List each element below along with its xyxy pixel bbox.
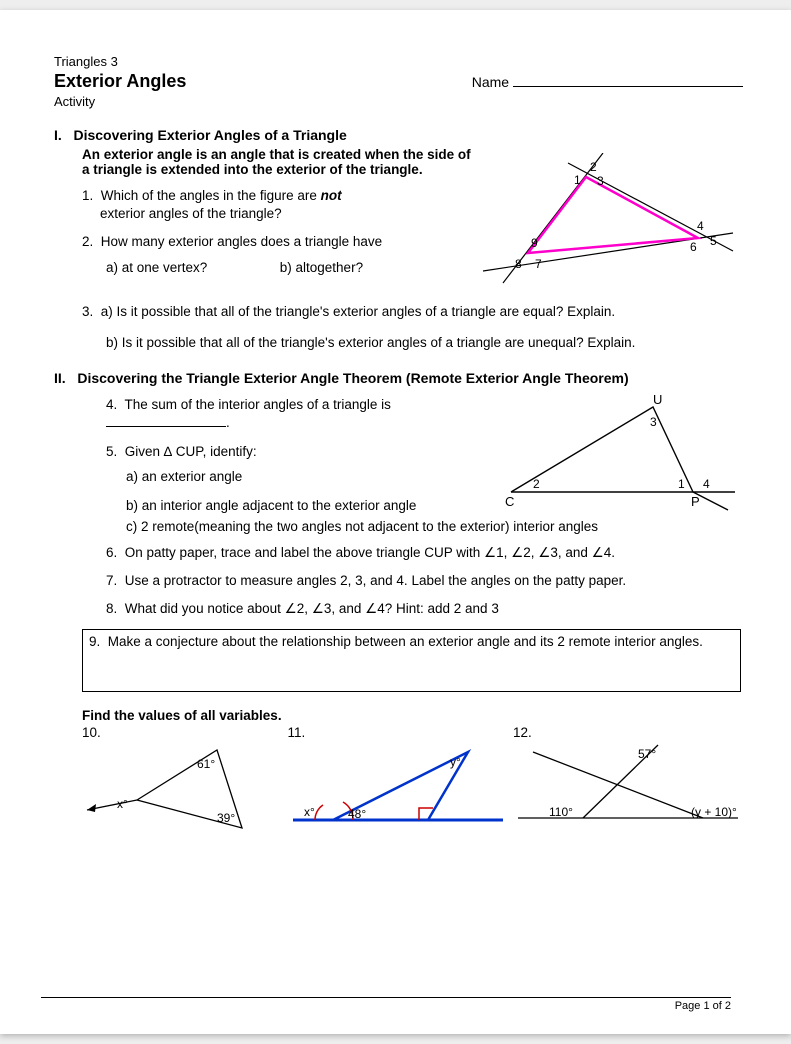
p11-num: 11.	[288, 725, 508, 740]
p10-figure: 61° 39° x°	[82, 740, 282, 835]
cup-triangle-figure: U C P 3 2 1 4	[503, 392, 743, 512]
q5-num: 5.	[106, 444, 117, 459]
section1-title: Discovering Exterior Angles of a Triangl…	[73, 127, 346, 143]
title-row: Exterior Angles Name	[54, 71, 743, 92]
question-5: 5. Given ∆ CUP, identify:	[106, 443, 503, 461]
q1-texta: Which of the angles in the figure are	[101, 188, 321, 203]
p11-48: 48°	[348, 807, 366, 821]
angle-label-6: 6	[690, 240, 697, 254]
p12-57: 57°	[638, 747, 656, 761]
p12-figure: 57° 110° (y + 10)°	[513, 740, 743, 835]
p12-num: 12.	[513, 725, 743, 740]
name-label-text: Name	[472, 74, 509, 90]
question-7: 7. Use a protractor to measure angles 2,…	[106, 572, 743, 590]
q1-num: 1.	[82, 188, 93, 203]
q8-num: 8.	[106, 601, 117, 616]
question-9-box: 9. Make a conjecture about the relations…	[82, 629, 741, 692]
angle-label-2: 2	[590, 160, 597, 174]
q5b: b) an interior angle adjacent to the ext…	[126, 498, 503, 513]
q4-blank[interactable]	[106, 426, 226, 427]
q2-num: 2.	[82, 234, 93, 249]
section1-heading: I. Discovering Exterior Angles of a Tria…	[54, 127, 743, 143]
section1-num: I.	[54, 127, 62, 143]
p12-110: 110°	[549, 805, 573, 819]
angle-label-4: 4	[697, 219, 704, 233]
page-footer: Page 1 of 2	[41, 997, 731, 1012]
angle-label-1: 1	[574, 173, 581, 187]
question-4: 4. The sum of the interior angles of a t…	[106, 396, 503, 432]
p12-yexp: (y + 10)°	[691, 805, 737, 819]
p10-39: 39°	[217, 811, 235, 825]
cup-U: U	[653, 392, 662, 407]
practice-heading: Find the values of all variables.	[82, 708, 743, 723]
worksheet-page: Triangles 3 Exterior Angles Name Activit…	[0, 10, 791, 1034]
angle-label-5: 5	[710, 234, 717, 248]
section2-heading: II. Discovering the Triangle Exterior An…	[54, 370, 743, 386]
q7-num: 7.	[106, 573, 117, 588]
section2-top: 4. The sum of the interior angles of a t…	[54, 386, 743, 513]
q2b: b) altogether?	[280, 260, 363, 275]
q1-textb: exterior angles of the triangle?	[100, 206, 282, 221]
section2-title: Discovering the Triangle Exterior Angle …	[77, 370, 628, 386]
angle-label-8: 8	[515, 257, 522, 271]
section2-left-col: 4. The sum of the interior angles of a t…	[54, 386, 503, 513]
p11-y: y°	[450, 755, 461, 769]
q5c: c) 2 remote(meaning the two angles not a…	[126, 519, 743, 534]
cup-P: P	[691, 494, 700, 509]
q6-text: On patty paper, trace and label the abov…	[125, 545, 615, 560]
p10-61: 61°	[197, 757, 215, 771]
q2a: a) at one vertex?	[106, 260, 276, 275]
problem-11: 11. x° 48° y°	[288, 725, 508, 838]
q5a: a) an exterior angle	[126, 469, 503, 484]
header-topline: Triangles 3	[54, 54, 743, 69]
q4-num: 4.	[106, 397, 117, 412]
q4-end: .	[226, 415, 230, 430]
cup-1: 1	[678, 477, 685, 491]
question-3a: 3. a) Is it possible that all of the tri…	[82, 303, 743, 321]
cup-3: 3	[650, 415, 657, 429]
q9-text: Make a conjecture about the relationship…	[108, 634, 703, 649]
cup-4: 4	[703, 477, 710, 491]
question-1: 1. Which of the angles in the figure are…	[82, 187, 422, 223]
angle-label-9: 9	[531, 236, 538, 250]
q7-text: Use a protractor to measure angles 2, 3,…	[125, 573, 626, 588]
section2-num: II.	[54, 370, 66, 386]
question-8: 8. What did you notice about ∠2, ∠3, and…	[106, 600, 743, 618]
angle-label-7: 7	[535, 257, 542, 271]
q1-not: not	[321, 188, 342, 203]
p11-figure: x° 48° y°	[288, 740, 508, 835]
p10-num: 10.	[82, 725, 282, 740]
q4-text: The sum of the interior angles of a tria…	[125, 397, 391, 412]
problem-10: 10. 61° 39° x°	[82, 725, 282, 838]
page-title: Exterior Angles	[54, 71, 186, 92]
practice-row: 10. 61° 39° x° 11. x° 48°	[82, 725, 743, 838]
q3a-text: a) Is it possible that all of the triang…	[101, 304, 615, 319]
q5-text: Given ∆ CUP, identify:	[125, 444, 257, 459]
q9-num: 9.	[89, 634, 100, 649]
question-6: 6. On patty paper, trace and label the a…	[106, 544, 743, 562]
q6-num: 6.	[106, 545, 117, 560]
p11-x: x°	[304, 805, 315, 819]
section1-text-col: An exterior angle is an angle that is cr…	[54, 143, 473, 275]
exterior-angle-definition: An exterior angle is an angle that is cr…	[82, 147, 473, 177]
name-blank-line[interactable]	[513, 86, 743, 87]
activity-label: Activity	[54, 94, 743, 109]
q8-text: What did you notice about ∠2, ∠3, and ∠4…	[125, 601, 499, 616]
cup-C: C	[505, 494, 514, 509]
q3-num: 3.	[82, 304, 93, 319]
question-3b: b) Is it possible that all of the triang…	[106, 335, 743, 350]
triangle-exterior-figure: 1 2 3 4 5 6 7 8 9	[473, 153, 743, 293]
question-2-subs: a) at one vertex? b) altogether?	[106, 260, 473, 275]
problem-12: 12. 57° 110° (y + 10)°	[513, 725, 743, 838]
q2-text: How many exterior angles does a triangle…	[101, 234, 382, 249]
p10-x: x°	[117, 797, 128, 811]
cup-2: 2	[533, 477, 540, 491]
section1-body: An exterior angle is an angle that is cr…	[54, 143, 743, 293]
angle-label-3: 3	[597, 174, 604, 188]
name-field: Name	[472, 74, 743, 90]
question-2: 2. How many exterior angles does a trian…	[82, 233, 473, 251]
